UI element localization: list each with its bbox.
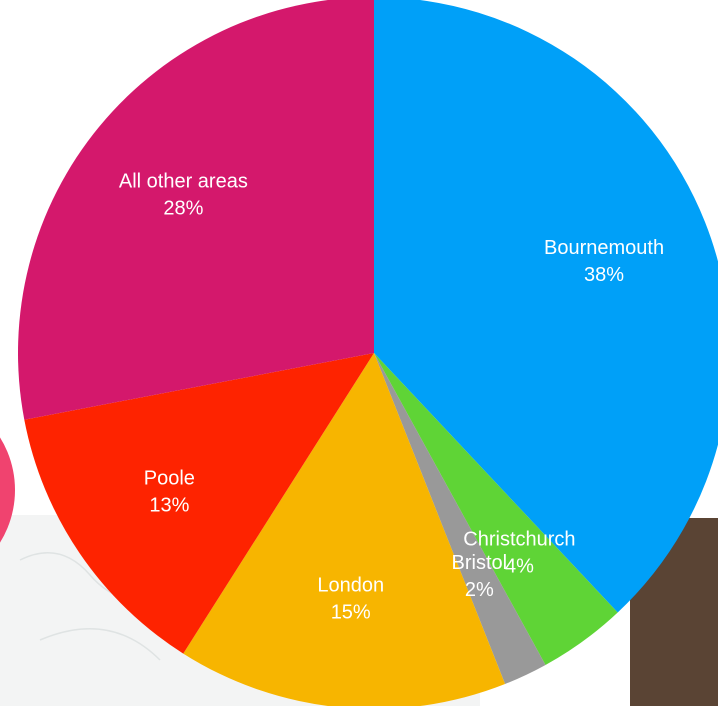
slice-label: Poole xyxy=(144,467,195,489)
slice-value-label: 15% xyxy=(331,602,371,624)
slice-label: Bristol xyxy=(452,552,508,574)
slice-label: All other areas xyxy=(119,171,248,193)
slice-label: London xyxy=(317,575,384,597)
slice-value-label: 4% xyxy=(505,555,534,577)
slice-value-label: 28% xyxy=(163,198,203,220)
page: {"chart_data": {"type": "pie", "categori… xyxy=(0,0,718,706)
slice-value-label: 2% xyxy=(465,579,494,601)
slice-label: Christchurch xyxy=(463,528,575,550)
slice-value-label: 13% xyxy=(149,494,189,516)
slice-value-label: 38% xyxy=(584,264,624,286)
slice-label: Bournemouth xyxy=(544,237,664,259)
chart: Bournemouth 38% Christchurch 4%Bristol 2% Lon… xyxy=(0,0,718,706)
pie: Bournemouth 38% Christchurch 4%Bristol 2% Lon… xyxy=(18,0,718,706)
